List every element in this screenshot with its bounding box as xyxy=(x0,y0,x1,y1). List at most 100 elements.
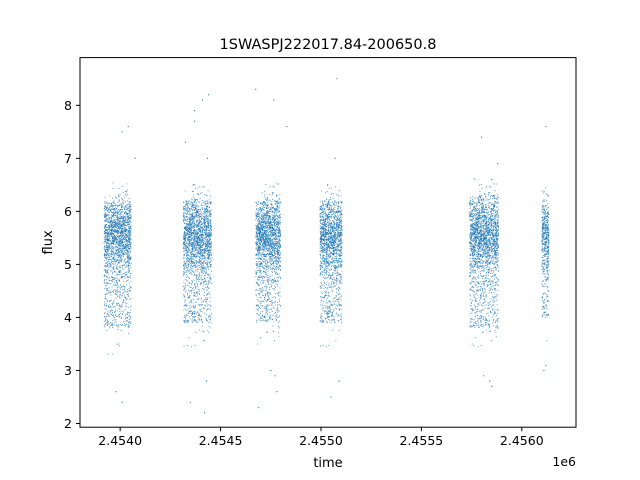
data-point xyxy=(195,220,198,222)
data-point xyxy=(209,247,211,249)
data-point xyxy=(190,292,193,294)
data-point xyxy=(120,316,122,318)
data-point xyxy=(107,261,109,263)
data-point xyxy=(127,270,129,272)
data-point xyxy=(207,241,210,243)
data-point xyxy=(200,229,202,231)
data-point xyxy=(188,268,190,270)
data-point xyxy=(106,270,108,272)
data-point xyxy=(104,326,106,328)
data-point xyxy=(210,313,212,315)
data-point xyxy=(112,188,114,190)
data-point xyxy=(196,224,199,226)
data-point xyxy=(104,251,106,253)
data-point xyxy=(114,264,116,266)
data-point xyxy=(125,221,127,224)
data-point xyxy=(188,316,190,318)
data-point xyxy=(113,226,115,228)
data-point xyxy=(274,312,277,314)
data-point xyxy=(189,203,191,206)
data-point xyxy=(191,317,193,319)
data-point xyxy=(110,229,112,231)
data-point xyxy=(108,247,110,249)
data-point xyxy=(119,239,121,241)
data-point xyxy=(108,207,110,210)
data-point xyxy=(124,290,126,292)
data-point xyxy=(189,251,191,253)
data-point xyxy=(116,265,118,267)
data-point xyxy=(262,278,264,280)
data-point xyxy=(198,281,200,283)
data-point xyxy=(258,297,260,299)
data-point xyxy=(199,222,201,224)
data-point xyxy=(199,260,201,262)
data-point xyxy=(200,255,202,257)
data-point xyxy=(121,211,123,213)
data-point xyxy=(103,247,105,250)
data-point xyxy=(261,249,263,251)
data-point xyxy=(106,232,108,234)
data-point xyxy=(209,239,211,241)
data-point xyxy=(207,214,209,216)
data-point xyxy=(123,222,125,224)
data-point xyxy=(117,302,119,304)
data-point xyxy=(184,265,186,268)
data-point xyxy=(194,212,196,214)
data-point xyxy=(273,312,275,314)
data-point xyxy=(194,206,196,208)
data-point xyxy=(110,230,113,232)
data-point xyxy=(119,314,121,316)
data-point xyxy=(183,246,185,248)
data-point xyxy=(117,210,119,212)
data-point xyxy=(112,314,114,316)
data-point xyxy=(188,208,190,211)
data-point xyxy=(205,283,207,285)
data-point xyxy=(126,252,128,254)
data-point xyxy=(209,230,211,232)
data-point xyxy=(104,236,106,238)
data-point xyxy=(271,285,273,287)
data-point xyxy=(116,316,119,318)
data-point xyxy=(183,265,185,267)
data-point xyxy=(127,203,129,205)
data-point xyxy=(108,227,110,229)
data-point xyxy=(191,319,193,321)
data-point xyxy=(192,267,194,269)
data-point xyxy=(200,234,202,236)
data-point xyxy=(129,227,132,229)
data-point xyxy=(126,219,128,221)
data-point xyxy=(271,225,273,227)
data-point xyxy=(188,282,190,285)
data-point xyxy=(184,218,186,221)
data-point xyxy=(201,301,203,303)
data-point xyxy=(206,261,208,263)
data-point xyxy=(120,245,122,247)
data-point xyxy=(207,316,209,319)
data-point xyxy=(275,293,277,295)
data-point xyxy=(121,250,123,252)
data-point xyxy=(189,258,191,260)
data-point xyxy=(210,202,212,204)
data-point xyxy=(204,242,206,244)
data-point xyxy=(204,280,206,282)
data-point xyxy=(263,226,265,228)
data-point xyxy=(259,307,261,310)
data-point xyxy=(193,231,195,233)
data-point xyxy=(184,318,187,320)
data-point xyxy=(268,267,270,269)
data-point xyxy=(108,304,110,306)
data-point xyxy=(113,217,115,219)
data-point xyxy=(195,279,197,281)
data-point xyxy=(118,291,120,293)
data-point xyxy=(127,246,129,248)
data-point xyxy=(183,219,185,221)
data-point xyxy=(256,279,259,281)
data-point xyxy=(120,222,122,224)
data-point xyxy=(130,210,132,212)
data-point xyxy=(105,200,107,202)
data-point xyxy=(115,226,118,228)
data-point xyxy=(192,260,194,262)
data-point xyxy=(127,306,130,308)
data-point xyxy=(116,263,119,265)
data-point xyxy=(113,237,115,239)
